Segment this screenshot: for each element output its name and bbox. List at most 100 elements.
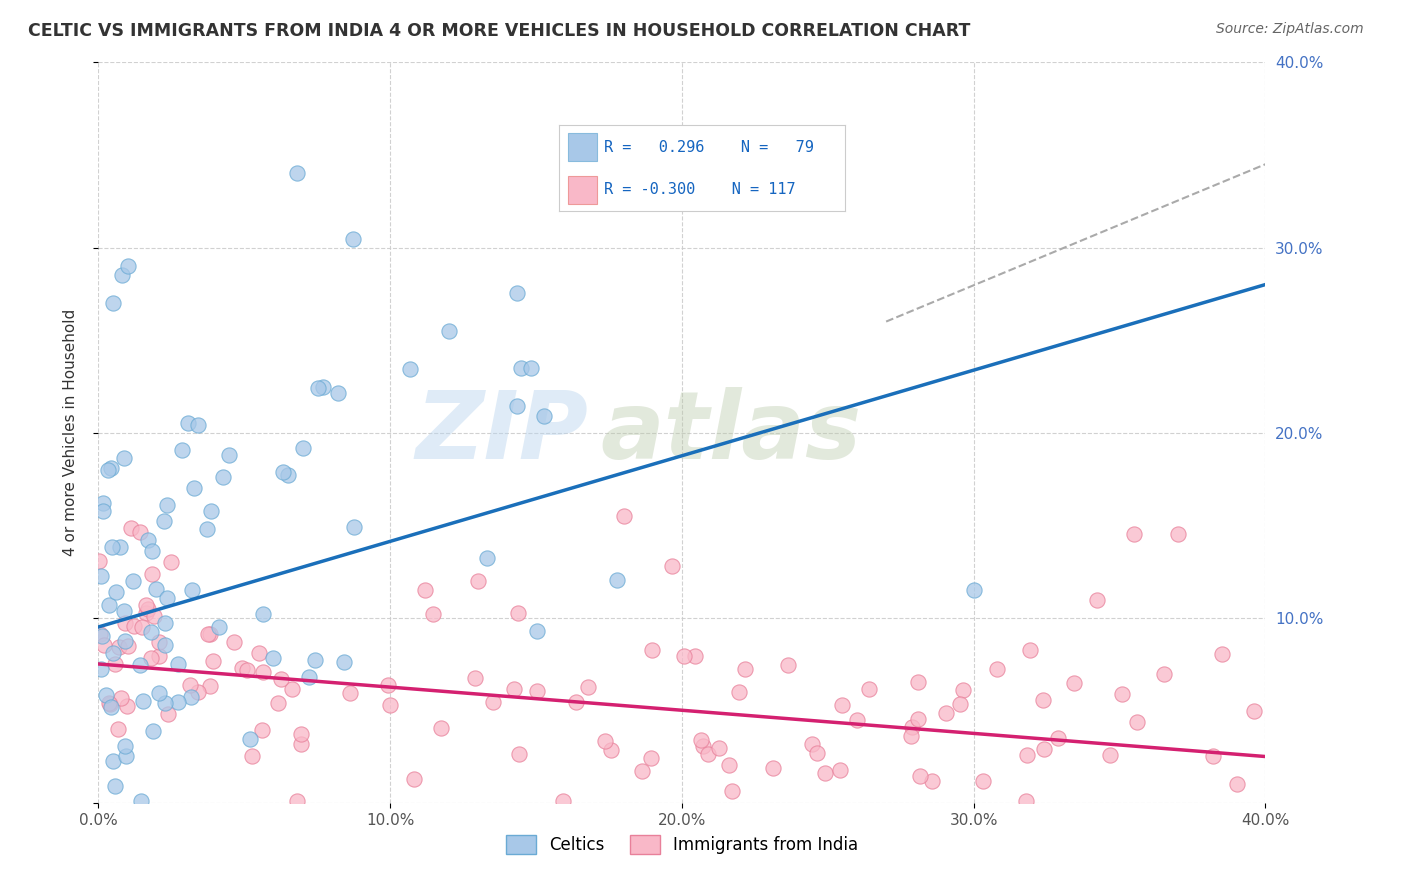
Point	[1017, 747, 1039, 762]
Point	[661, 558, 683, 573]
Point	[156, 707, 179, 722]
Point	[112, 450, 135, 465]
Point	[120, 521, 142, 535]
Point	[104, 780, 127, 794]
Point	[285, 794, 308, 808]
Point	[606, 573, 628, 587]
Point	[115, 699, 138, 714]
Point	[98, 697, 121, 711]
Point	[167, 657, 190, 672]
Point	[101, 646, 124, 660]
Point	[328, 386, 350, 401]
Point	[921, 774, 943, 789]
Point	[1032, 742, 1054, 756]
Point	[553, 794, 575, 808]
Point	[564, 694, 586, 708]
Text: Source: ZipAtlas.com: Source: ZipAtlas.com	[1216, 22, 1364, 37]
Point	[240, 748, 263, 763]
Point	[156, 591, 179, 605]
Point	[312, 380, 335, 394]
Point	[1202, 748, 1225, 763]
Point	[200, 504, 222, 518]
Point	[502, 682, 524, 697]
Point	[90, 569, 112, 583]
Point	[247, 646, 270, 660]
Point	[136, 533, 159, 548]
Point	[114, 749, 136, 764]
Point	[235, 664, 257, 678]
Point	[1019, 643, 1042, 657]
Point	[107, 722, 129, 736]
Point	[104, 584, 127, 599]
Point	[728, 685, 751, 699]
Point	[422, 607, 444, 622]
Point	[252, 665, 274, 679]
Point	[183, 481, 205, 495]
Text: atlas: atlas	[600, 386, 862, 479]
Point	[179, 678, 201, 692]
Point	[1153, 667, 1175, 681]
Point	[343, 520, 366, 534]
Point	[948, 697, 970, 711]
Point	[148, 686, 170, 700]
Point	[231, 660, 253, 674]
Point	[858, 681, 880, 696]
Point	[692, 739, 714, 754]
Point	[110, 690, 132, 705]
Point	[111, 268, 134, 283]
Point	[277, 468, 299, 483]
Point	[135, 599, 157, 613]
Point	[187, 418, 209, 433]
Point	[290, 727, 312, 741]
Point	[762, 761, 785, 775]
Point	[201, 654, 224, 668]
Point	[89, 554, 111, 568]
Point	[98, 696, 121, 710]
Point	[640, 751, 662, 765]
Point	[467, 574, 489, 588]
Point	[831, 698, 853, 712]
Point	[281, 681, 304, 696]
Point	[145, 582, 167, 596]
Point	[211, 470, 233, 484]
Point	[250, 723, 273, 738]
Point	[187, 685, 209, 699]
Point	[197, 627, 219, 641]
Point	[98, 599, 121, 613]
Point	[198, 679, 221, 693]
Point	[1063, 675, 1085, 690]
Point	[413, 582, 436, 597]
Point	[107, 640, 129, 655]
Point	[273, 465, 295, 479]
Legend: Celtics, Immigrants from India: Celtics, Immigrants from India	[499, 829, 865, 861]
Point	[1211, 647, 1233, 661]
Point	[510, 360, 533, 375]
Point	[298, 670, 321, 684]
Point	[90, 629, 112, 643]
Point	[1015, 794, 1038, 808]
Text: CELTIC VS IMMIGRANTS FROM INDIA 4 OR MORE VEHICLES IN HOUSEHOLD CORRELATION CHAR: CELTIC VS IMMIGRANTS FROM INDIA 4 OR MOR…	[28, 22, 970, 40]
Point	[94, 688, 117, 702]
Point	[696, 747, 718, 762]
Point	[104, 657, 127, 671]
Point	[972, 774, 994, 789]
Point	[131, 619, 153, 633]
Point	[93, 638, 115, 652]
Point	[333, 656, 356, 670]
Point	[148, 635, 170, 649]
Point	[160, 555, 183, 569]
Point	[718, 758, 741, 772]
Point	[801, 737, 824, 751]
Point	[114, 634, 136, 648]
Point	[430, 722, 453, 736]
Point	[139, 624, 162, 639]
Point	[208, 620, 231, 634]
Point	[520, 360, 543, 375]
Point	[482, 695, 505, 709]
Point	[141, 567, 163, 582]
Point	[377, 678, 399, 692]
Point	[526, 624, 548, 638]
Point	[1167, 527, 1189, 541]
Point	[180, 582, 202, 597]
Point	[292, 442, 315, 456]
